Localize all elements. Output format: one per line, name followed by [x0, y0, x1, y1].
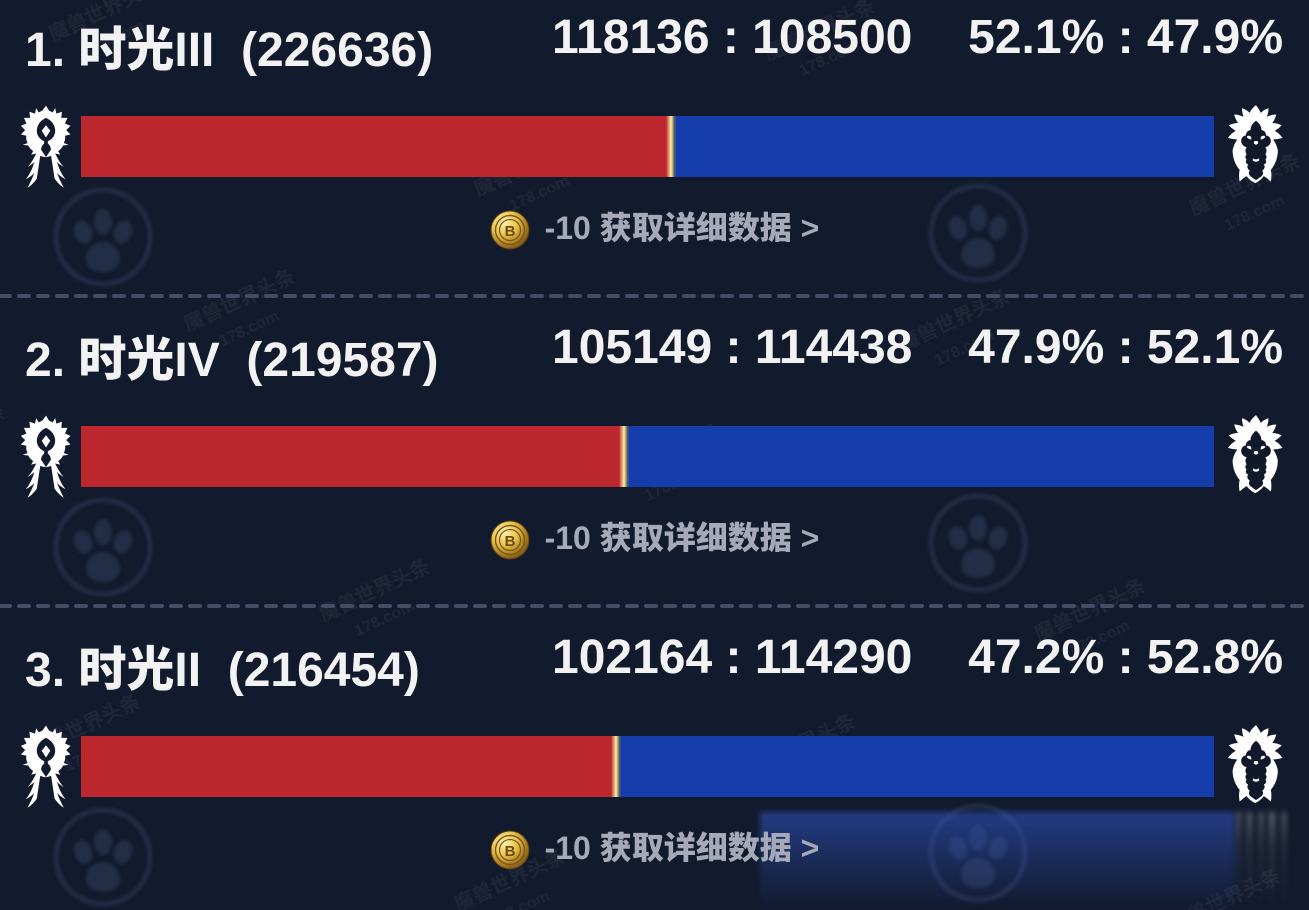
svg-text:B: B — [504, 533, 515, 550]
svg-text:B: B — [504, 223, 515, 240]
svg-text:B: B — [504, 843, 515, 860]
